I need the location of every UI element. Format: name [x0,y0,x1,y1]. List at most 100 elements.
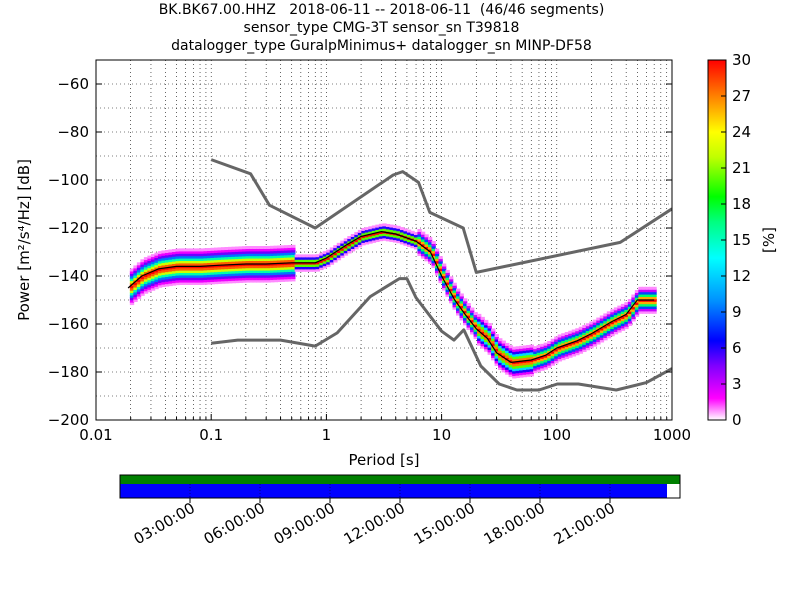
ppsd-cell [357,239,363,243]
ppsd-cell [543,342,548,346]
ppsd-cell [413,246,419,250]
ppsd-cell [648,306,654,309]
ppsd-cell [431,245,436,249]
ppsd-cell [175,250,180,254]
ppsd-cell [154,271,159,275]
ppsd-cell [364,236,370,240]
ppsd-cell [245,272,250,276]
ppsd-cell [319,264,324,268]
ppsd-cell [354,241,359,245]
y-tick-label: −100 [48,171,89,189]
ppsd-cell [203,262,208,266]
ppsd-cell [287,252,292,256]
ppsd-cell [196,282,201,285]
ppsd-cell [392,229,398,233]
ppsd-cell [536,359,541,363]
ppsd-cell [582,325,587,329]
ppsd-cell [638,306,643,309]
ppsd-cell [182,267,187,271]
ppsd-cell [305,264,310,267]
ppsd-cell [378,235,384,239]
ppsd-cell [445,269,450,273]
ppsd-cell [610,316,615,320]
ppsd-cell [266,255,271,259]
ppsd-cell [140,266,145,270]
ppsd-cell [350,248,356,252]
ppsd-cell [284,252,289,256]
ppsd-cell [501,362,506,366]
ppsd-cell [456,312,461,316]
ppsd-cell [207,271,212,275]
ppsd-cell [410,240,415,244]
ppsd-cell [582,341,587,345]
ppsd-cell [540,367,545,371]
ppsd-cell [512,373,517,377]
ppsd-cell [270,279,275,283]
ppsd-cell [529,354,534,358]
ppsd-cell [354,236,359,240]
ppsd-cell [249,255,254,259]
ppsd-cell [228,273,233,277]
ppsd-cell [140,290,145,294]
ppsd-cell [154,283,159,287]
ppsd-cell [477,335,482,339]
ppsd-cell [448,288,454,292]
ppsd-cell [452,299,457,303]
ppsd-cell [438,268,443,272]
ppsd-cell [266,257,271,261]
ppsd-cell [596,319,601,323]
ppsd-cell [200,277,205,281]
ppsd-cell [519,345,524,349]
ppsd-cell [606,313,612,317]
ppsd-cell [150,254,156,258]
ppsd-cell [550,362,556,366]
ppsd-cell [214,257,219,261]
ppsd-cell [540,363,545,367]
ppsd-cell [431,248,436,252]
ppsd-cell [235,270,240,274]
ppsd-cell [207,281,212,285]
ppsd-cell [613,309,619,313]
ppsd-cell [578,333,584,337]
ppsd-cell [645,291,650,295]
chart-title: BK.BK67.00.HHZ 2018-06-11 -- 2018-06-11 … [0,1,763,55]
ppsd-cell [136,274,142,278]
ppsd-cell [235,277,240,281]
noise-model-curves [127,158,672,392]
nlnm-curve [211,277,672,392]
ppsd-cell [136,262,142,266]
ppsd-cell [631,294,636,298]
ppsd-cell [585,344,591,348]
ppsd-cell [319,252,324,256]
ppsd-cell [641,308,647,312]
ppsd-cell [175,277,180,281]
ppsd-cell [638,289,643,293]
ppsd-cell [308,256,314,260]
ppsd-cell [171,253,177,257]
ppsd-cell [512,368,517,372]
ppsd-cell [634,306,640,310]
ppsd-cell [564,336,570,340]
ppsd-cell [263,255,268,259]
ppsd-cell [403,242,408,246]
ppsd-cell [505,350,510,354]
ppsd-cell [441,268,447,272]
ppsd-cell [494,338,499,342]
ppsd-cell [266,265,271,269]
ppsd-cell [427,253,433,257]
ppsd-cell [599,329,605,333]
ppsd-cell [631,318,636,322]
ppsd-cell [491,352,496,356]
ppsd-cell [301,264,307,267]
ppsd-cell [235,260,240,264]
ppsd-cell [189,248,194,252]
ppsd-cell [263,272,268,276]
ppsd-cell [147,255,152,259]
y-tick-label: −120 [48,219,89,237]
ppsd-cell [235,275,240,279]
ppsd-cell [157,279,163,283]
ppsd-cell [505,359,510,363]
ppsd-cell [620,318,626,322]
ppsd-cell [273,264,278,268]
ppsd-cell [340,252,345,256]
